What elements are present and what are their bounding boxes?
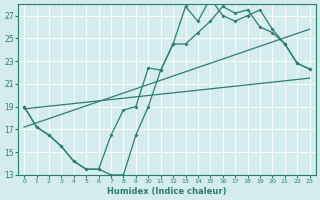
X-axis label: Humidex (Indice chaleur): Humidex (Indice chaleur): [107, 187, 227, 196]
